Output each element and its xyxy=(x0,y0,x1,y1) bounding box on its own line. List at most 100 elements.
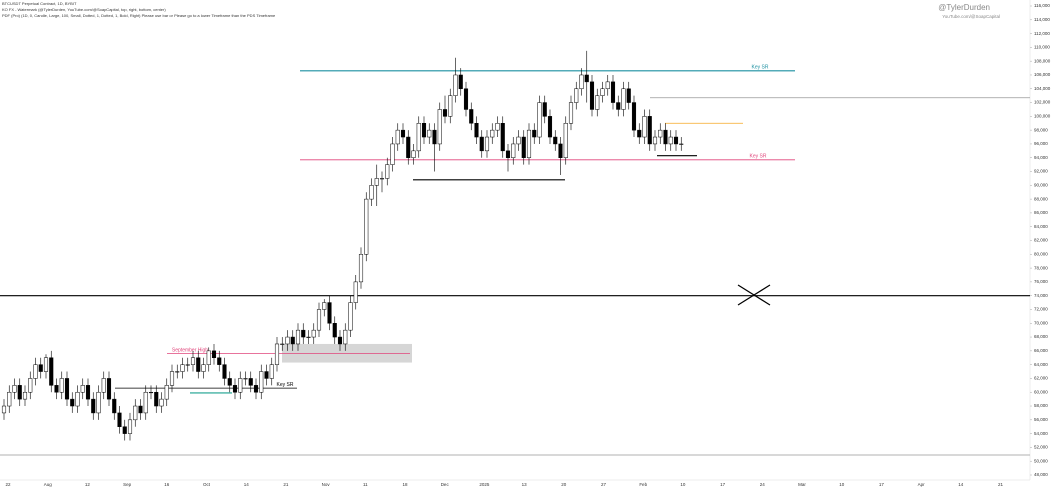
x-tick-label: 16 xyxy=(164,482,170,487)
candle-body xyxy=(206,350,211,365)
candle-body xyxy=(610,81,616,103)
x-tick-label: Aug xyxy=(44,482,53,487)
candle-body xyxy=(558,143,563,158)
candle-body xyxy=(385,164,390,179)
x-tick-label: 12 xyxy=(85,482,91,487)
candle-body xyxy=(626,88,631,103)
candle-body xyxy=(295,329,301,345)
candle-body xyxy=(127,419,133,434)
candle-body xyxy=(101,378,106,393)
candle-body xyxy=(43,357,49,372)
candle-body xyxy=(143,391,148,414)
candle-body xyxy=(369,185,374,200)
candle-body xyxy=(280,343,285,345)
candle-body xyxy=(348,302,353,331)
y-tick-label: 50,000 xyxy=(1034,458,1048,463)
candle-body xyxy=(500,123,505,152)
y-tick-label: 56,000 xyxy=(1034,417,1048,422)
y-tick-label: 60,000 xyxy=(1034,389,1048,394)
y-tick-label: 80,000 xyxy=(1034,251,1048,256)
candle-body xyxy=(112,398,117,414)
x-tick-label: Mar xyxy=(798,482,806,487)
candle-body xyxy=(448,95,453,117)
candle-body xyxy=(584,74,589,83)
candle-body xyxy=(600,88,605,96)
candle-body xyxy=(395,129,400,145)
candle-body xyxy=(7,391,12,407)
y-tick-label: 102,000 xyxy=(1034,100,1051,105)
candle-body xyxy=(117,412,122,427)
candle-body xyxy=(479,136,484,152)
candle-body xyxy=(201,364,206,372)
candle-body xyxy=(574,88,579,103)
candle-body xyxy=(343,329,348,345)
candle-body xyxy=(290,336,295,345)
candle-body xyxy=(673,136,679,145)
candle-body xyxy=(12,385,17,393)
candle-body xyxy=(185,364,190,366)
x-tick-label: 10 xyxy=(839,482,845,487)
candle-body xyxy=(637,129,642,138)
x-tick-label: Nov xyxy=(322,482,331,487)
x-tick-label: 17 xyxy=(720,482,726,487)
candle-body xyxy=(537,102,542,138)
level-label: Key SR xyxy=(750,154,767,160)
candle-body xyxy=(269,364,274,379)
header-line: PDF (Pro) (1D, 0, Candle, Large, 100, Sm… xyxy=(2,13,276,18)
x-tick-label: 13 xyxy=(522,482,528,487)
y-tick-label: 64,000 xyxy=(1034,362,1048,367)
y-tick-label: 84,000 xyxy=(1034,224,1048,229)
candle-body xyxy=(679,143,684,145)
x-tick-label: 27 xyxy=(601,482,607,487)
candle-body xyxy=(658,129,663,138)
y-tick-label: 82,000 xyxy=(1034,238,1048,243)
candle-body xyxy=(49,357,54,386)
candle-body xyxy=(70,398,75,407)
level-label: Key SR xyxy=(277,382,294,388)
candle-body xyxy=(164,385,169,400)
candle-body xyxy=(301,329,306,338)
y-tick-label: 58,000 xyxy=(1034,403,1048,408)
candle-body xyxy=(285,336,290,345)
y-tick-label: 116,000 xyxy=(1034,3,1050,8)
candle-body xyxy=(621,88,626,110)
watermark: @TylerDurden xyxy=(938,3,990,12)
candle-body xyxy=(311,329,316,338)
candle-body xyxy=(85,385,91,400)
candle-body xyxy=(589,81,595,110)
header-line: BTCUSDT Perpetual Contract, 1D, BYBIT xyxy=(2,1,77,6)
candle-body xyxy=(453,74,458,96)
y-tick-label: 62,000 xyxy=(1034,376,1048,381)
x-tick-label: 18 xyxy=(402,482,408,487)
candle-body xyxy=(1,405,7,414)
x-mark xyxy=(737,284,771,306)
candle-body xyxy=(154,391,159,407)
y-tick-label: 112,000 xyxy=(1034,31,1050,36)
candle-body xyxy=(259,371,264,393)
candle-body xyxy=(605,81,610,90)
candle-body xyxy=(463,88,469,110)
candle-body xyxy=(38,364,43,372)
x-tick-label: 21 xyxy=(998,482,1004,487)
candle-body xyxy=(64,378,70,400)
candle-body xyxy=(17,385,22,400)
candle-body xyxy=(353,281,358,303)
candle-body xyxy=(80,385,85,393)
candle-body xyxy=(521,136,526,158)
candle-body xyxy=(532,129,537,138)
y-tick-label: 72,000 xyxy=(1034,307,1048,312)
x-tick-label: 14 xyxy=(244,482,250,487)
candle-body xyxy=(364,198,369,255)
x-tick-label: 20 xyxy=(561,482,567,487)
candle-body xyxy=(322,302,327,310)
y-tick-label: 74,000 xyxy=(1034,293,1048,298)
candle-body xyxy=(427,129,432,138)
candle-body xyxy=(406,136,411,158)
candle-body xyxy=(248,378,253,386)
watermark-sub: YouTube.com/@SoapCapital xyxy=(942,14,1000,19)
x-mark-line xyxy=(737,284,771,306)
candle-body xyxy=(274,343,280,365)
x-tick-label: 2025 xyxy=(479,482,490,487)
